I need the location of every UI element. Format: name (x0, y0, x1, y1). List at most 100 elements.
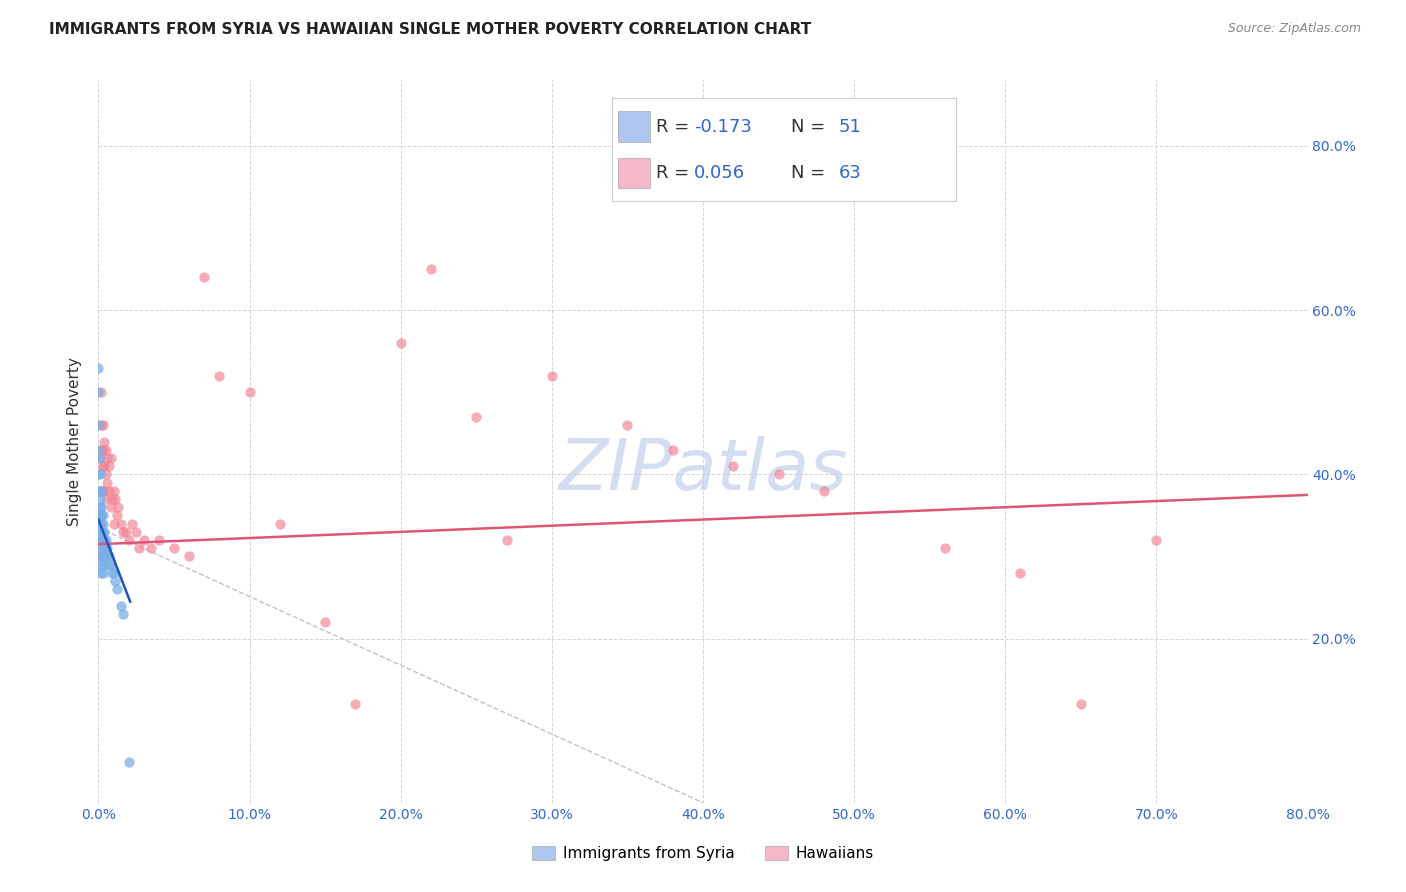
Point (87, 549, 110, 564)
Point (540, 368, 562, 383)
Point (723, 459, 745, 474)
Point (91, 442, 114, 457)
Point (89, 500, 111, 515)
Point (94, 549, 117, 564)
Point (98, 459, 121, 474)
Point (90, 566, 112, 580)
Point (114, 524, 136, 539)
Point (616, 418, 638, 433)
Point (91, 483, 114, 498)
Point (661, 442, 683, 457)
Y-axis label: Single Mother Poverty: Single Mother Poverty (67, 357, 83, 526)
Point (104, 574, 127, 588)
Text: -0.173: -0.173 (695, 118, 752, 136)
Point (89, 533, 111, 547)
Point (93, 541, 115, 556)
Text: N =: N = (790, 118, 831, 136)
Point (495, 533, 517, 547)
Point (91, 566, 114, 580)
Point (90, 418, 112, 433)
Point (89, 491, 111, 506)
Point (91, 524, 114, 539)
Text: 51: 51 (839, 118, 862, 136)
Point (118, 533, 141, 547)
Point (768, 467, 790, 482)
Point (132, 533, 155, 547)
Point (89, 450, 111, 465)
Point (98, 558, 121, 572)
Text: IMMIGRANTS FROM SYRIA VS HAWAIIAN SINGLE MOTHER POVERTY CORRELATION CHART: IMMIGRANTS FROM SYRIA VS HAWAIIAN SINGLE… (49, 22, 811, 37)
Point (89, 533, 111, 547)
Point (94, 541, 117, 556)
Point (94, 533, 117, 547)
Point (111, 607, 134, 621)
Point (90, 483, 112, 498)
Point (91, 549, 114, 564)
Text: N =: N = (790, 164, 831, 182)
Point (90, 508, 112, 523)
Point (100, 450, 122, 465)
Bar (619, 158, 650, 188)
Point (93, 483, 115, 498)
Point (89, 450, 111, 465)
Point (934, 541, 956, 556)
Text: 0.056: 0.056 (695, 164, 745, 182)
Point (90, 524, 112, 539)
Point (1010, 566, 1032, 580)
Point (105, 508, 128, 523)
Point (103, 566, 125, 580)
Point (91, 541, 114, 556)
Point (93, 434, 115, 449)
Point (389, 336, 412, 351)
Text: 63: 63 (839, 164, 862, 182)
Point (91, 459, 114, 474)
Point (107, 500, 129, 515)
Text: R =: R = (657, 164, 696, 182)
Point (94, 467, 117, 482)
Point (128, 541, 150, 556)
Point (93, 549, 115, 564)
Point (87, 385, 110, 400)
Point (87, 360, 110, 375)
Point (100, 558, 122, 572)
Point (179, 549, 201, 564)
Point (111, 524, 134, 539)
Point (125, 524, 148, 539)
Point (163, 541, 186, 556)
Text: ZIPatlas: ZIPatlas (558, 436, 848, 505)
Point (1144, 533, 1167, 547)
Point (90, 558, 112, 572)
Point (89, 467, 111, 482)
Point (93, 533, 115, 547)
Point (93, 524, 115, 539)
Point (813, 483, 835, 498)
Point (87, 442, 110, 457)
Point (208, 368, 231, 383)
Point (90, 549, 112, 564)
Point (96, 549, 118, 564)
Point (89, 483, 111, 498)
Point (90, 483, 112, 498)
Point (91, 418, 114, 433)
Point (420, 262, 443, 277)
Point (103, 483, 125, 498)
Point (100, 500, 122, 515)
Point (91, 558, 114, 572)
Point (239, 385, 262, 400)
Point (87, 418, 110, 433)
Point (193, 270, 215, 285)
Point (314, 615, 336, 630)
Point (344, 698, 367, 712)
Point (118, 755, 141, 769)
Point (90, 500, 112, 515)
Point (90, 442, 112, 457)
Point (89, 524, 111, 539)
Point (96, 475, 118, 490)
Point (91, 533, 114, 547)
Point (103, 516, 125, 531)
Text: R =: R = (657, 118, 696, 136)
Bar (619, 112, 650, 142)
Point (94, 442, 117, 457)
Point (101, 491, 124, 506)
Point (141, 541, 163, 556)
